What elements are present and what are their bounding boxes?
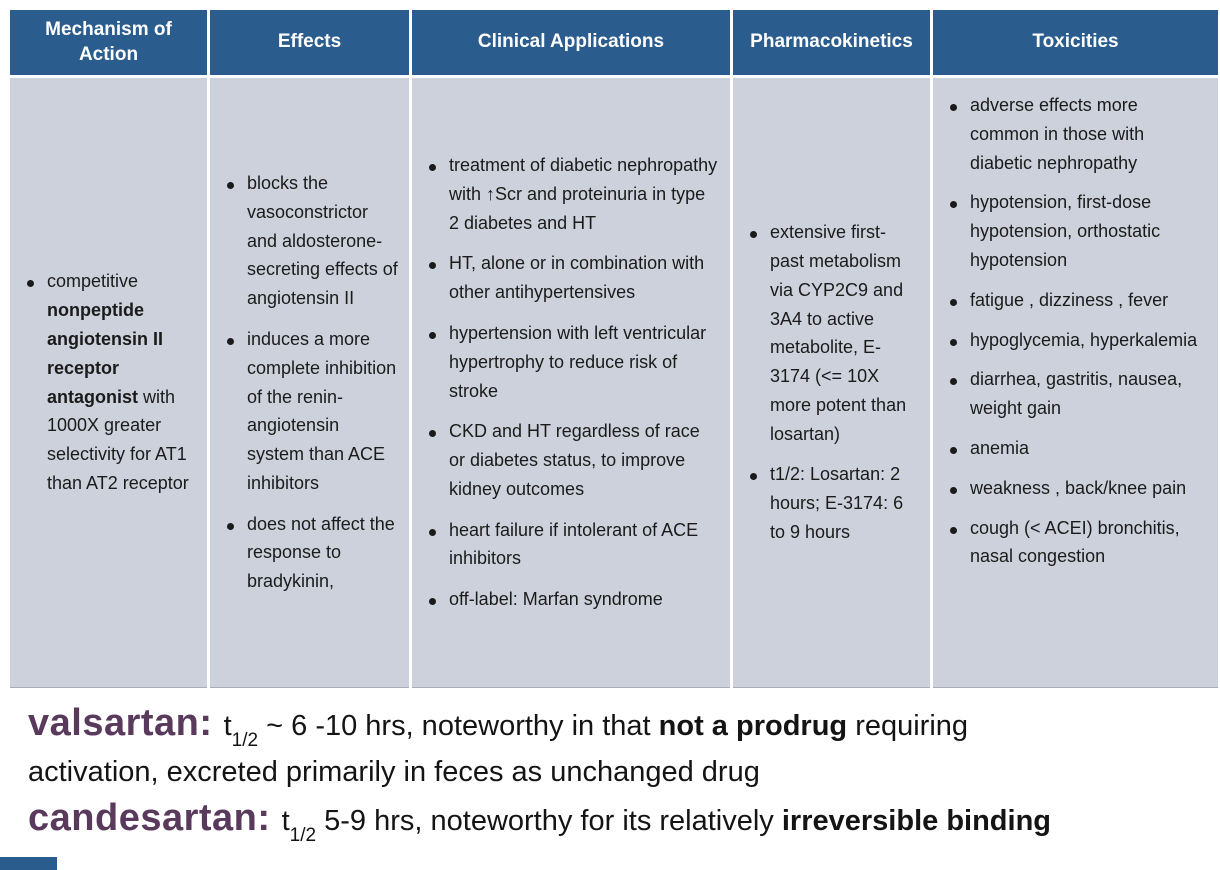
bullet-item: does not affect the response to bradykin…	[220, 510, 399, 596]
cell-mechanism-of-action: competitive nonpeptide angiotensin II re…	[10, 78, 207, 688]
bullet-item: fatigue , dizziness , fever	[943, 286, 1208, 315]
candesartan-text: 5-9 hrs, noteworthy for its relatively	[316, 805, 782, 837]
valsartan-line2: activation, excreted primarily in feces …	[28, 756, 760, 788]
bullet-item: cough (< ACEI) bronchitis, nasal congest…	[943, 514, 1208, 572]
bullet-item: diarrhea, gastritis, nausea, weight gain	[943, 365, 1208, 423]
mechanism-list: competitive nonpeptide angiotensin II re…	[20, 255, 197, 509]
bullet-item: induces a more complete inhibition of th…	[220, 325, 399, 498]
drug-notes: valsartan: t1/2 ~ 6 -10 hrs, noteworthy …	[28, 700, 1208, 846]
cell-effects: blocks the vasoconstrictor and aldostero…	[210, 78, 409, 688]
valsartan-text-tail: requiring	[847, 710, 969, 742]
valsartan-text: ~ 6 -10 hrs, noteworthy in that	[258, 710, 659, 742]
header-cell-effects: Effects	[210, 10, 409, 75]
note-valsartan: valsartan: t1/2 ~ 6 -10 hrs, noteworthy …	[28, 700, 1208, 795]
candesartan-half-life-subscript: 1/2	[289, 824, 317, 846]
mechanism-text-bold: nonpeptide angiotensin II receptor antag…	[47, 300, 164, 407]
bullet-item: HT, alone or in combination with other a…	[422, 249, 720, 307]
valsartan-half-life-subscript: 1/2	[231, 729, 259, 751]
header-cell-mechanism: Mechanism of Action	[10, 10, 207, 75]
bullet-item: adverse effects more common in those wit…	[943, 91, 1208, 177]
header-cell-clinical-applications: Clinical Applications	[412, 10, 730, 75]
valsartan-bold-text: not a prodrug	[658, 710, 848, 742]
drug-name-candesartan: candesartan:	[28, 797, 282, 839]
bullet-item: hypotension, first-dose hypotension, ort…	[943, 188, 1208, 274]
valsartan-t: t	[223, 710, 232, 742]
bullet-item: extensive first-past metabolism via CYP2…	[743, 218, 920, 448]
bullet-item: hypertension with left ventricular hyper…	[422, 319, 720, 405]
clinical-applications-list: treatment of diabetic nephropathy with ↑…	[422, 139, 720, 626]
bullet-item: blocks the vasoconstrictor and aldostero…	[220, 169, 399, 313]
candesartan-t: t	[281, 805, 290, 837]
bullet-item: off-label: Marfan syndrome	[422, 585, 720, 614]
note-candesartan: candesartan: t1/2 5-9 hrs, noteworthy fo…	[28, 795, 1208, 846]
bullet-item: heart failure if intolerant of ACE inhib…	[422, 516, 720, 574]
toxicities-list: adverse effects more common in those wit…	[943, 80, 1208, 582]
arb-drug-table: Mechanism of Action Effects Clinical App…	[10, 10, 1218, 688]
next-table-edge-bar	[0, 857, 57, 870]
header-cell-toxicities: Toxicities	[933, 10, 1218, 75]
bullet-item: t1/2: Losartan: 2 hours; E-3174: 6 to 9 …	[743, 460, 920, 546]
mechanism-text-post: with 1000X greater selectivity for AT1 t…	[47, 386, 189, 493]
bullet-item: hypoglycemia, hyperkalemia	[943, 326, 1208, 355]
header-cell-pharmacokinetics: Pharmacokinetics	[733, 10, 930, 75]
cell-pharmacokinetics: extensive first-past metabolism via CYP2…	[733, 78, 930, 688]
cell-toxicities: adverse effects more common in those wit…	[933, 78, 1218, 688]
drug-name-valsartan: valsartan:	[28, 702, 224, 744]
effects-list: blocks the vasoconstrictor and aldostero…	[220, 157, 399, 608]
cell-clinical-applications: treatment of diabetic nephropathy with ↑…	[412, 78, 730, 688]
bullet-item: weakness , back/knee pain	[943, 474, 1208, 503]
pharmacokinetics-list: extensive first-past metabolism via CYP2…	[743, 206, 920, 559]
bullet-item: anemia	[943, 434, 1208, 463]
bullet-item: treatment of diabetic nephropathy with ↑…	[422, 151, 720, 237]
mechanism-text-pre: competitive	[47, 271, 139, 292]
bullet-item: CKD and HT regardless of race or diabete…	[422, 417, 720, 503]
candesartan-bold-text: irreversible binding	[781, 805, 1052, 837]
bullet-item: competitive nonpeptide angiotensin II re…	[20, 267, 197, 497]
